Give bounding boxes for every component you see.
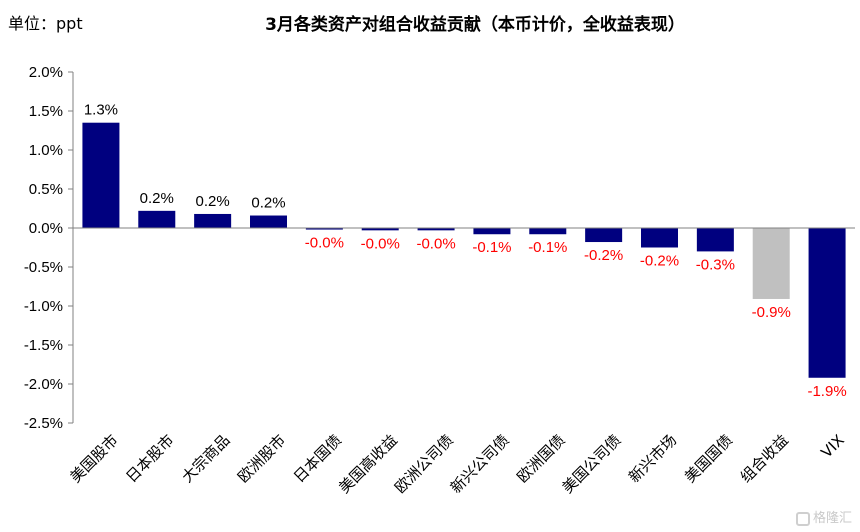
data-label: 0.2% — [140, 190, 174, 207]
data-label: -0.9% — [752, 304, 791, 321]
x-tick-label: 日本国债 — [290, 431, 345, 486]
x-tick-label: VIX — [817, 431, 847, 461]
x-tick-label: 美国公司债 — [559, 431, 625, 497]
bar — [194, 213, 232, 228]
x-tick-label: 欧洲公司债 — [391, 431, 457, 497]
y-tick-label: -1.5% — [24, 337, 63, 354]
watermark-text: 格隆汇 — [812, 511, 852, 526]
y-tick-label: -2.5% — [24, 415, 63, 432]
x-tick-label: 欧洲国债 — [513, 431, 568, 486]
bar — [473, 228, 511, 235]
data-label: 0.2% — [196, 193, 230, 210]
x-tick-label: 美国国债 — [681, 431, 736, 486]
bar — [361, 228, 399, 231]
x-tick-label: 欧洲股市 — [234, 431, 289, 486]
data-label: -0.1% — [472, 239, 511, 256]
chart-title: 3月各类资产对组合收益贡献（本币计价，全收益表现） — [265, 15, 685, 35]
x-tick-label: 大宗商品 — [178, 431, 233, 486]
bar — [82, 122, 120, 228]
y-tick-label: 0.5% — [29, 181, 63, 198]
x-tick-label: 美国股市 — [67, 431, 122, 486]
data-label: -0.0% — [305, 235, 344, 252]
x-tick-label: 新兴市场 — [625, 431, 680, 486]
x-tick-label: 组合收益 — [737, 431, 792, 486]
bar — [585, 228, 623, 243]
bar — [696, 228, 734, 252]
data-label: -0.2% — [640, 253, 679, 270]
data-label: 0.2% — [251, 195, 285, 212]
x-tick-label: 美国高收益 — [335, 431, 401, 497]
data-label: -0.2% — [584, 247, 623, 264]
data-label: -0.0% — [416, 235, 455, 252]
bar — [305, 228, 343, 230]
y-tick-label: -0.5% — [24, 259, 63, 276]
bar — [138, 210, 176, 228]
bar — [752, 228, 790, 299]
data-label: -0.1% — [528, 239, 567, 256]
data-label: -0.0% — [361, 235, 400, 252]
y-tick-label: 1.0% — [29, 142, 63, 159]
x-tick-label: 日本股市 — [122, 431, 177, 486]
data-label: -0.3% — [696, 256, 735, 273]
bar — [250, 215, 287, 228]
bar — [417, 228, 455, 231]
unit-label: 单位：ppt — [8, 14, 83, 33]
y-tick-label: 2.0% — [29, 64, 63, 81]
bar — [529, 228, 567, 235]
y-tick-label: -2.0% — [24, 376, 63, 393]
bar — [641, 228, 678, 248]
data-label: -1.9% — [807, 383, 846, 400]
data-label: 1.3% — [84, 102, 118, 119]
y-tick-label: 0.0% — [29, 220, 63, 237]
y-tick-label: 1.5% — [29, 103, 63, 120]
watermark: 格隆汇 — [795, 507, 852, 526]
bar — [808, 228, 846, 378]
x-tick-label: 新兴公司债 — [447, 431, 513, 497]
watermark-logo-icon — [795, 511, 810, 526]
y-tick-label: -1.0% — [24, 298, 63, 315]
